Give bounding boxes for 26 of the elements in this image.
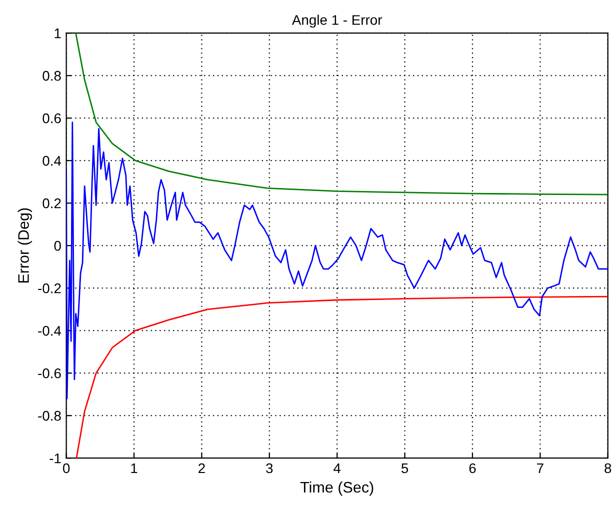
x-tick-label: 4 (334, 463, 341, 474)
line-series (75, 33, 608, 196)
y-axis-title: Error (Deg) (18, 208, 32, 283)
y-tick-label: 0.8 (42, 70, 61, 81)
line-series (66, 122, 608, 400)
chart-title: Angle 1 - Error (292, 14, 382, 28)
x-tick-label: 7 (537, 463, 544, 474)
x-tick-label: 0 (62, 463, 70, 474)
x-tick-label: 5 (401, 463, 408, 474)
y-tick-label: 0.2 (42, 198, 61, 208)
x-tick-label: 6 (469, 463, 476, 474)
y-tick-label: -0.2 (38, 283, 61, 294)
y-tick-label: -0.8 (38, 410, 61, 421)
y-tick-label: -0.6 (38, 368, 61, 378)
y-tick-label: 0.4 (42, 156, 62, 166)
y-tick-label: -0.4 (38, 326, 62, 336)
x-tick-label: 1 (131, 463, 138, 474)
x-axis-title: Time (Sec) (300, 481, 374, 496)
x-tick-label: 2 (198, 463, 205, 474)
y-tick-label: 0 (54, 240, 61, 251)
y-tick-label: 0.6 (42, 113, 61, 124)
x-tick-label: 8 (604, 463, 612, 474)
y-tick-label: 1 (54, 28, 61, 38)
line-series (76, 296, 608, 458)
x-tick-label: 3 (266, 463, 273, 474)
y-tick-label: -1 (50, 454, 61, 464)
